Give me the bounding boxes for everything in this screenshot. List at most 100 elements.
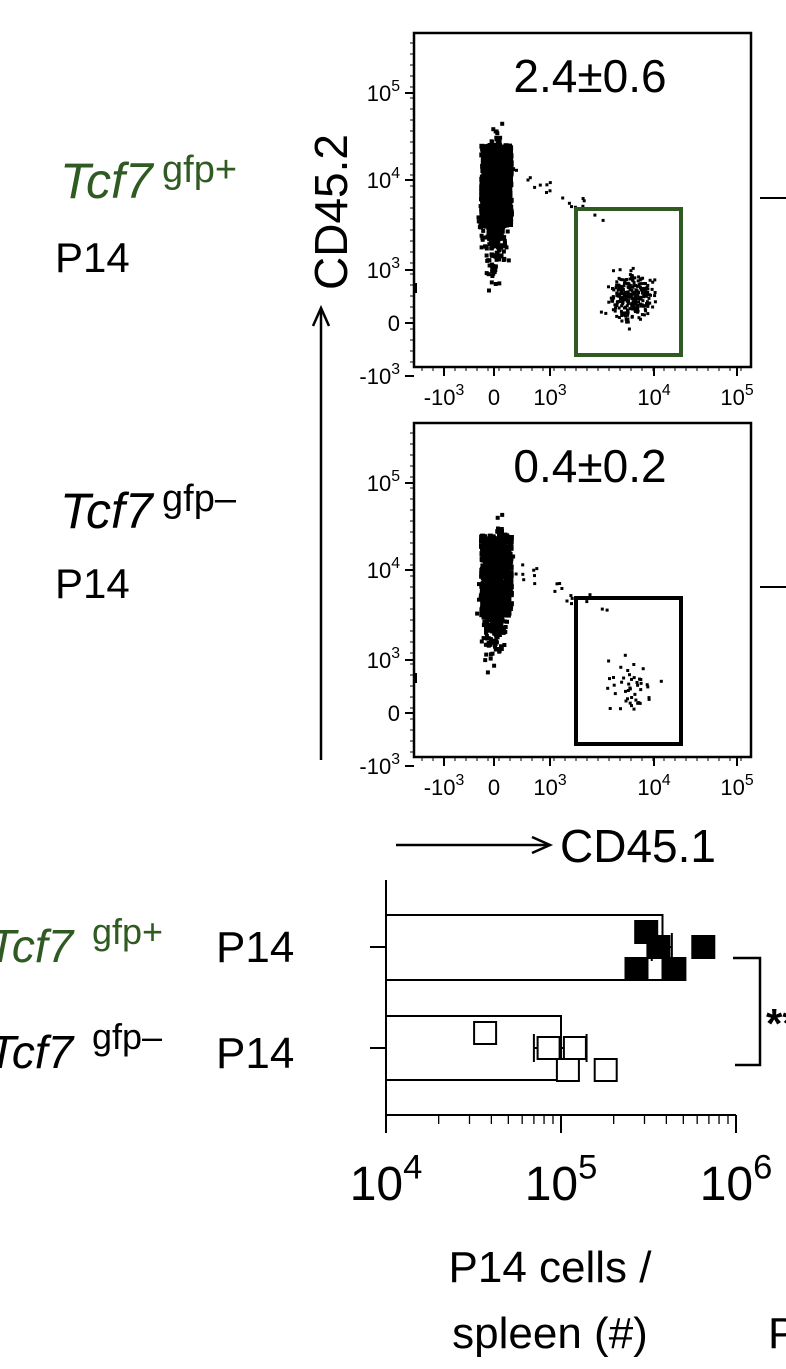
event-dot [492, 602, 498, 608]
event-dot [506, 597, 512, 603]
event-dot [491, 544, 497, 550]
event-dot [653, 278, 657, 282]
event-dot [522, 578, 526, 582]
data-point [691, 935, 716, 959]
event-dot [485, 234, 490, 239]
event-dot [644, 288, 648, 292]
event-dot [612, 676, 615, 679]
event-dot [495, 243, 500, 248]
event-dot [487, 597, 493, 603]
event-dot [569, 594, 573, 598]
event-dot [626, 285, 630, 289]
event-dot [627, 299, 631, 303]
event-dot [634, 284, 638, 287]
gfp-pos-superscript: gfp+ [162, 149, 237, 191]
event-dot [614, 306, 617, 310]
event-dot [504, 194, 510, 200]
event-dot [648, 278, 652, 282]
event-dot [487, 628, 492, 633]
event-dot [484, 652, 489, 657]
event-dot [630, 677, 633, 681]
event-dot [483, 556, 489, 562]
event-dot [489, 139, 494, 144]
event-dot [637, 300, 640, 304]
event-dot [646, 685, 650, 689]
event-dot [481, 615, 486, 620]
event-dot [493, 174, 499, 180]
event-dot [508, 558, 514, 564]
event-dot [500, 589, 506, 595]
bar-superscript: gfp+ [92, 911, 163, 952]
event-dot [623, 293, 627, 297]
event-dot [493, 236, 498, 241]
event-dot [481, 584, 487, 590]
event-dot [493, 282, 498, 286]
event-dot [627, 295, 631, 299]
event-dot [494, 558, 500, 564]
event-dot [482, 561, 488, 567]
event-dot [506, 551, 512, 557]
event-dot [615, 314, 619, 318]
x-axis-label-line2: spleen (#) [452, 1309, 648, 1358]
event-dot [633, 291, 637, 295]
event-dot [501, 605, 507, 611]
event-dot [483, 175, 489, 181]
event-dot [496, 625, 501, 629]
event-dot [482, 619, 487, 624]
event-dot [607, 300, 611, 304]
x-axis-label-line1: P14 cells / [449, 1243, 653, 1292]
event-dot [623, 311, 626, 315]
event-dot [496, 549, 502, 555]
event-dot [641, 667, 645, 671]
event-dot [533, 582, 537, 586]
event-dot [560, 587, 564, 590]
gate-box [574, 596, 683, 746]
event-dot [494, 187, 500, 193]
event-dot [500, 187, 506, 193]
event-dot [494, 191, 500, 197]
event-dot [485, 213, 491, 219]
event-dot [499, 153, 505, 159]
event-dot [494, 228, 499, 233]
event-dot [491, 186, 497, 192]
event-dot [635, 304, 639, 308]
event-dot [495, 153, 501, 159]
event-dot [627, 682, 631, 686]
tick-label: 105 [720, 382, 753, 410]
event-dot [503, 534, 509, 540]
event-dot [498, 194, 503, 200]
event-dot [618, 300, 622, 304]
event-dot [621, 288, 625, 291]
event-dot [632, 707, 636, 711]
event-dot [501, 172, 507, 178]
event-dot [492, 663, 497, 668]
event-dot [633, 302, 637, 306]
event-dot [637, 275, 641, 279]
event-dot [558, 582, 562, 585]
event-dot [611, 295, 615, 299]
event-dot [502, 549, 508, 555]
event-dot [630, 696, 634, 699]
event-dot [570, 205, 573, 209]
tick-label: -103 [359, 751, 400, 779]
event-dot [497, 139, 502, 144]
event-dot [643, 291, 647, 295]
event-dot [606, 686, 610, 690]
event-dot [503, 537, 509, 543]
event-dot [502, 183, 508, 189]
event-dot [504, 591, 510, 597]
event-dot [631, 266, 635, 270]
event-dot [535, 567, 539, 571]
event-dot [494, 625, 499, 629]
cd452-axis-label: CD45.2 [305, 134, 357, 290]
event-dot [614, 286, 618, 290]
event-dot [492, 596, 498, 602]
event-dot [653, 291, 657, 294]
event-dot [634, 299, 637, 303]
event-dot [498, 210, 504, 216]
event-dot [480, 535, 486, 541]
event-dot [613, 309, 617, 313]
event-dot [613, 303, 617, 307]
event-dot [495, 182, 501, 188]
event-dot [490, 147, 496, 153]
